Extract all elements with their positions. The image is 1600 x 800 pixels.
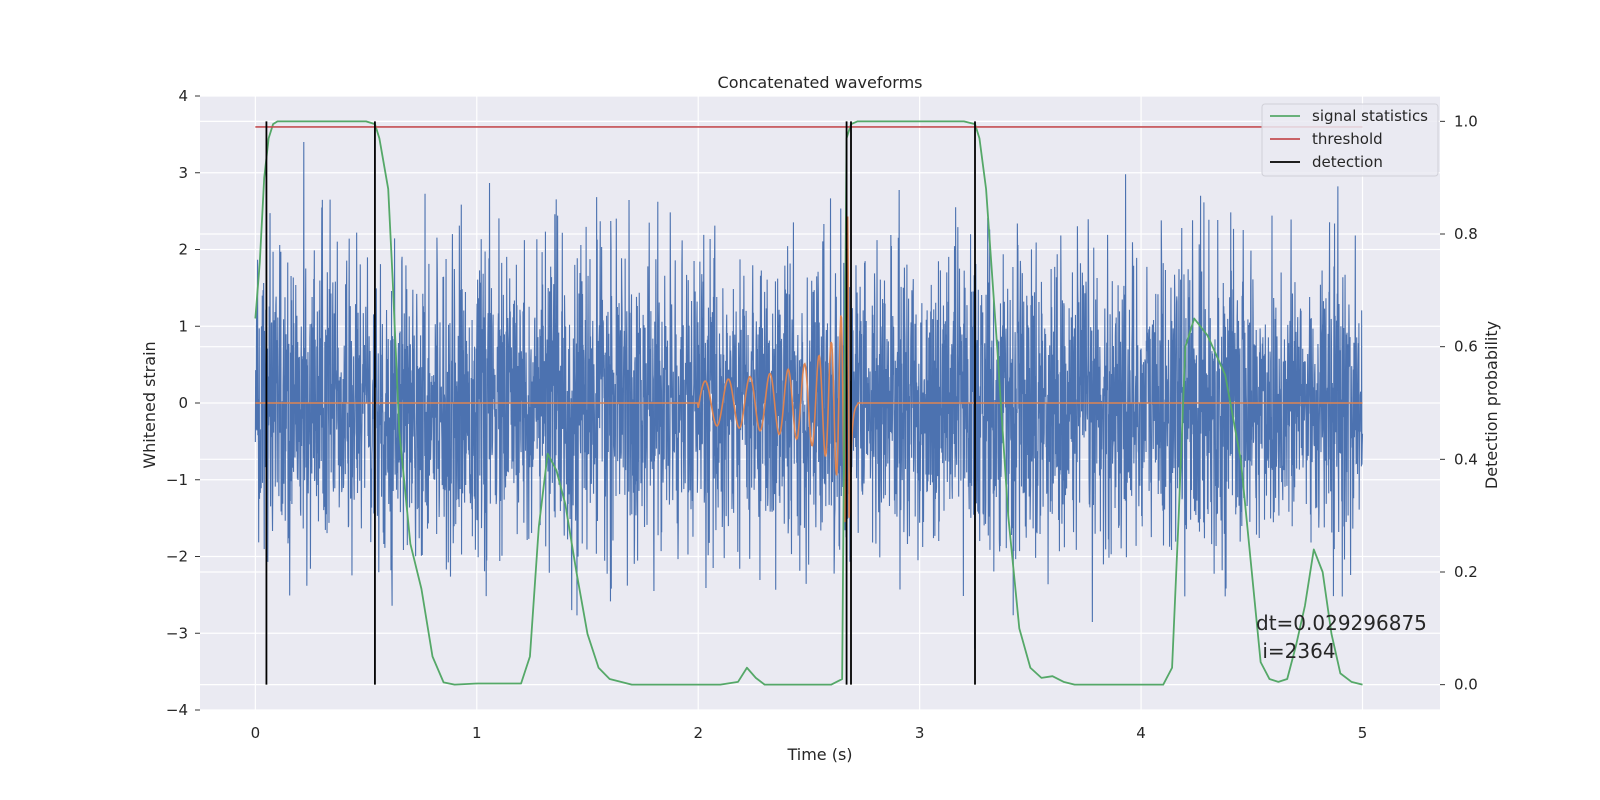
y-right-tick-label: 0.0 [1454,676,1478,694]
template-series [255,216,1363,523]
chart-title: Concatenated waveforms [718,73,923,92]
x-tick-label: 3 [915,724,925,742]
y-tick-label: 1 [178,317,188,335]
legend: signal statistics threshold detection [1261,103,1439,177]
y-axis-right-label: Detection probability [1482,321,1501,489]
y-tick-label: −2 [166,548,188,566]
y-right-tick-label: 0.8 [1454,225,1478,243]
tick-labels: 0 1 2 3 4 5 −4 −3 −2 −1 0 1 2 3 4 0.0 0.2 0.4 0.6 0.8 1.0 [166,87,1478,742]
y-axis-label: Whitened strain [140,341,159,468]
legend-label-threshold: threshold [1312,130,1383,148]
x-tick-label: 5 [1358,724,1368,742]
y-tick-label: −3 [166,624,188,642]
detection-series [265,121,976,685]
y-right-tick-label: 0.6 [1454,338,1478,356]
y-tick-label: 3 [178,164,188,182]
x-tick-label: 0 [251,724,261,742]
y-tick-label: 0 [178,394,188,412]
x-axis-label: Time (s) [786,745,852,764]
legend-label-signal-statistics: signal statistics [1312,107,1428,125]
annotation-dt: dt=0.029296875 [1256,611,1427,635]
y-right-tick-label: 0.4 [1454,450,1478,468]
y-tick-label: −1 [166,471,188,489]
legend-label-detection: detection [1312,153,1383,171]
x-tick-label: 4 [1136,724,1146,742]
x-tick-label: 1 [472,724,482,742]
y-right-tick-label: 1.0 [1454,112,1478,130]
signal-statistics-line [254,120,1363,686]
y-tick-label: 4 [178,87,188,105]
y-tick-label: 2 [178,241,188,259]
annotation-index: i=2364 [1256,639,1336,663]
y-tick-label: −4 [166,701,188,719]
x-tick-label: 2 [693,724,703,742]
legend-box [1261,103,1439,177]
template-line [255,216,1363,523]
y-right-tick-label: 0.2 [1454,563,1478,581]
signal-statistics-series [254,120,1363,686]
